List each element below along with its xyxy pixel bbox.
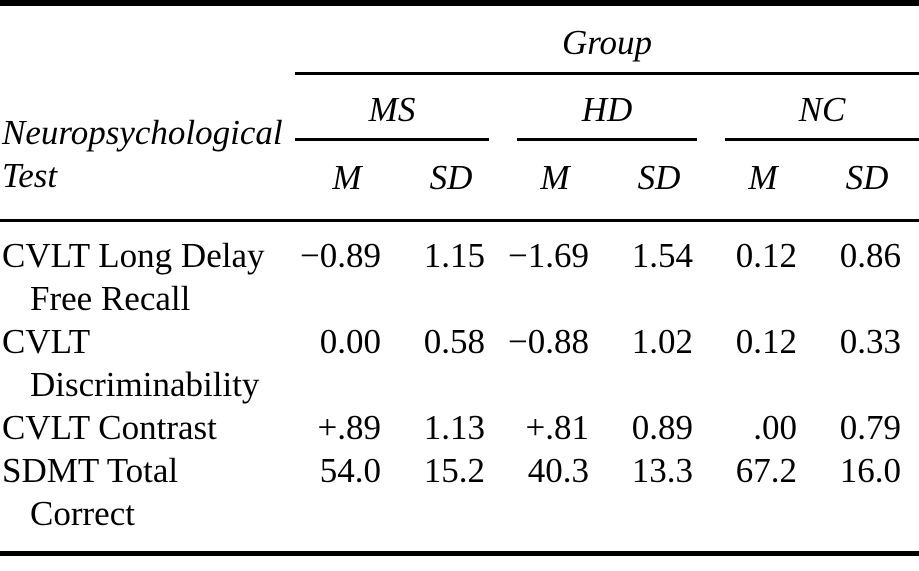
cell-ms-m: +.89 <box>317 407 382 447</box>
cell-hd-sd: 1.54 <box>631 235 693 275</box>
cell-ms-m: −0.89 <box>300 235 381 275</box>
stat-header-row: M SD M SD M SD <box>0 141 919 222</box>
cell-nc-m: 0.12 <box>735 321 797 361</box>
col-header-nc-m: M <box>711 141 815 222</box>
row-label-line1: SDMT Total <box>2 450 179 490</box>
group-header-row: Neuropsychological Test Group <box>0 3 919 222</box>
col-header-ms-sd: SD <box>399 141 503 222</box>
group-nc-header: NC <box>711 73 919 141</box>
group-ms-label: MS <box>295 88 489 141</box>
group-spanner: Group <box>295 3 919 75</box>
cell-nc-m: 0.12 <box>735 235 797 275</box>
cell-hd-sd: 1.02 <box>631 321 693 361</box>
cell-ms-sd: 0.58 <box>423 321 485 361</box>
cell-ms-m: 0.00 <box>319 321 381 361</box>
col-header-nc-sd: SD <box>815 141 919 222</box>
results-table: Neuropsychological Test Group MS HD NC <box>0 0 919 556</box>
row-label: CVLT Long Delay Free Recall <box>0 220 295 320</box>
cell-ms-sd: 1.15 <box>423 235 485 275</box>
stub-header-line2: Test <box>2 155 58 195</box>
table-row: CVLT Discriminability 0.00 0.58 −0.88 1.… <box>0 320 919 406</box>
cell-nc-m: 67.2 <box>735 450 797 490</box>
row-label-line2: Free Recall <box>30 278 191 318</box>
row-label: CVLT Discriminability <box>0 320 295 406</box>
table-row: SDMT Total Correct 54.0 15.2 40.3 13.3 6… <box>0 449 919 554</box>
group-hd-header: HD <box>503 73 711 141</box>
group-ms-header: MS <box>295 73 503 141</box>
group-hd-label: HD <box>517 88 697 141</box>
stub-header-line1: Neuropsychological <box>2 112 283 152</box>
cell-ms-m: 54.0 <box>319 450 381 490</box>
row-label-line1: CVLT Long Delay <box>2 235 265 275</box>
row-label: CVLT Contrast <box>0 406 295 449</box>
subgroup-header-row: MS HD NC <box>0 73 919 141</box>
cell-hd-sd: 13.3 <box>631 450 693 490</box>
cell-nc-sd: 0.86 <box>839 235 902 275</box>
cell-nc-sd: 0.33 <box>839 321 902 361</box>
cell-nc-m: .00 <box>753 407 797 447</box>
cell-nc-sd: 0.79 <box>839 407 902 447</box>
col-header-ms-m: M <box>295 141 399 222</box>
group-spanner-label: Group <box>561 23 653 63</box>
cell-ms-sd: 15.2 <box>423 450 485 490</box>
table-row: CVLT Long Delay Free Recall −0.89 1.15 −… <box>0 220 919 320</box>
stub-header: Neuropsychological Test <box>0 3 295 222</box>
row-label-line1: CVLT <box>2 321 91 361</box>
row-label-line2: Discriminability <box>30 364 260 404</box>
row-label: SDMT Total Correct <box>0 449 295 554</box>
cell-nc-sd: 16.0 <box>839 450 902 490</box>
row-label-line2: Correct <box>30 493 135 533</box>
cell-hd-m: −0.88 <box>508 321 589 361</box>
group-nc-label: NC <box>725 88 919 141</box>
col-header-hd-sd: SD <box>607 141 711 222</box>
col-header-hd-m: M <box>503 141 607 222</box>
cell-hd-sd: 0.89 <box>631 407 693 447</box>
row-label-line1: CVLT Contrast <box>2 407 217 447</box>
table-row: CVLT Contrast +.89 1.13 +.81 0.89 .00 0.… <box>0 406 919 449</box>
cell-hd-m: −1.69 <box>508 235 589 275</box>
cell-hd-m: +.81 <box>525 407 590 447</box>
cell-hd-m: 40.3 <box>527 450 589 490</box>
cell-ms-sd: 1.13 <box>423 407 485 447</box>
